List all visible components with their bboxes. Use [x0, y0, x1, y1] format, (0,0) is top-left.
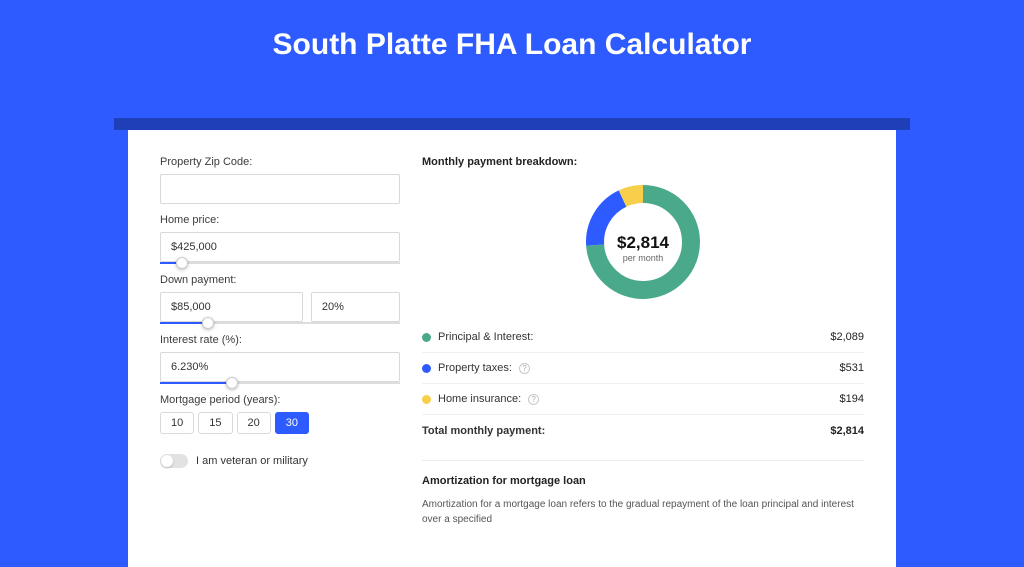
form-column: Property Zip Code: Home price: Down paym… [160, 156, 400, 527]
down-payment-percent-input[interactable] [311, 292, 400, 322]
home-price-label: Home price: [160, 214, 400, 226]
down-payment-slider-thumb[interactable] [202, 317, 214, 329]
legend: Principal & Interest: $2,089 Property taxe… [422, 322, 864, 415]
down-payment-field: Down payment: [160, 274, 400, 324]
donut-center-sub: per month [617, 253, 669, 263]
amortization-section: Amortization for mortgage loan Amortizat… [422, 460, 864, 527]
zip-label: Property Zip Code: [160, 156, 400, 168]
home-price-slider[interactable] [160, 262, 400, 264]
donut-chart: $2,814 per month [581, 180, 705, 304]
legend-label: Property taxes: [438, 362, 512, 374]
legend-dot [422, 364, 431, 373]
calculator-card: Property Zip Code: Home price: Down paym… [128, 130, 896, 567]
period-btn-20[interactable]: 20 [237, 412, 271, 434]
legend-row: Home insurance:? $194 [422, 384, 864, 415]
total-value: $2,814 [830, 425, 864, 437]
legend-value: $2,089 [830, 331, 864, 343]
legend-dot [422, 333, 431, 342]
mortgage-period-label: Mortgage period (years): [160, 394, 400, 406]
interest-rate-slider-thumb[interactable] [226, 377, 238, 389]
amortization-title: Amortization for mortgage loan [422, 475, 864, 487]
zip-input[interactable] [160, 174, 400, 204]
interest-rate-input[interactable] [160, 352, 400, 382]
donut-center: $2,814 per month [617, 233, 669, 263]
home-price-field: Home price: [160, 214, 400, 264]
breakdown-column: Monthly payment breakdown: $2,814 per mo… [422, 156, 864, 527]
info-icon[interactable]: ? [528, 394, 539, 405]
legend-label: Home insurance: [438, 393, 521, 405]
period-btn-30[interactable]: 30 [275, 412, 309, 434]
total-row: Total monthly payment: $2,814 [422, 415, 864, 446]
amortization-text: Amortization for a mortgage loan refers … [422, 497, 864, 527]
page-title: South Platte FHA Loan Calculator [0, 0, 1024, 80]
breakdown-title: Monthly payment breakdown: [422, 156, 864, 168]
down-payment-label: Down payment: [160, 274, 400, 286]
interest-rate-field: Interest rate (%): [160, 334, 400, 384]
home-price-input[interactable] [160, 232, 400, 262]
legend-dot [422, 395, 431, 404]
legend-row: Property taxes:? $531 [422, 353, 864, 384]
donut-chart-wrap: $2,814 per month [422, 180, 864, 304]
interest-rate-slider[interactable] [160, 382, 400, 384]
veteran-toggle[interactable] [160, 454, 188, 468]
period-buttons: 10152030 [160, 412, 400, 434]
mortgage-period-field: Mortgage period (years): 10152030 [160, 394, 400, 434]
card-shadow [114, 118, 910, 130]
down-payment-slider[interactable] [160, 322, 400, 324]
period-btn-15[interactable]: 15 [198, 412, 232, 434]
legend-value: $194 [840, 393, 864, 405]
info-icon[interactable]: ? [519, 363, 530, 374]
donut-center-amount: $2,814 [617, 233, 669, 253]
period-btn-10[interactable]: 10 [160, 412, 194, 434]
veteran-label: I am veteran or military [196, 455, 308, 467]
veteran-toggle-row: I am veteran or military [160, 454, 400, 468]
interest-rate-label: Interest rate (%): [160, 334, 400, 346]
legend-label: Principal & Interest: [438, 331, 533, 343]
down-payment-amount-input[interactable] [160, 292, 303, 322]
legend-value: $531 [840, 362, 864, 374]
veteran-toggle-knob [161, 455, 173, 467]
zip-field: Property Zip Code: [160, 156, 400, 204]
legend-row: Principal & Interest: $2,089 [422, 322, 864, 353]
total-label: Total monthly payment: [422, 425, 545, 437]
home-price-slider-thumb[interactable] [176, 257, 188, 269]
